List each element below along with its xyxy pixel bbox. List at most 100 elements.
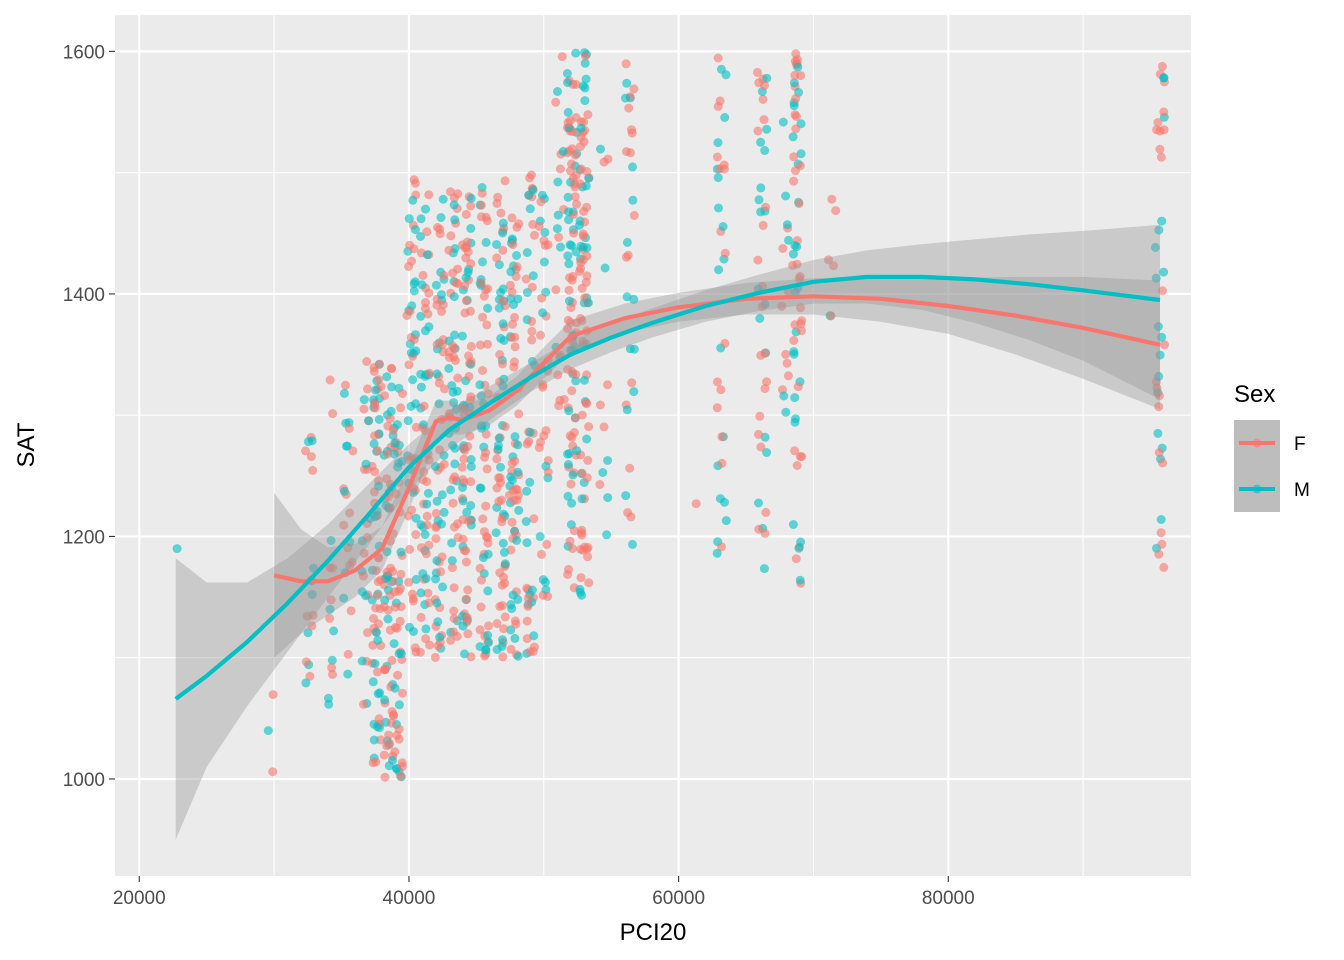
point-m [301,678,311,688]
point-f [341,380,350,390]
x-tick-label: 20000 [113,888,166,909]
point-f [508,240,518,249]
point-f [778,244,788,253]
point-f [422,520,432,530]
point-f [422,227,432,237]
point-m [796,149,806,159]
point-f [624,103,634,113]
point-m [571,48,581,58]
point-f [554,232,564,242]
point-f [626,148,635,158]
point-f [599,422,609,432]
point-m [494,303,504,313]
point-f [478,366,487,375]
point-m [564,296,574,306]
point-f [571,370,581,379]
point-f [457,462,467,472]
point-m [522,248,532,257]
point-m [481,645,491,655]
point-m [795,575,805,585]
point-f [432,340,442,349]
point-m [369,735,379,745]
point-m [522,538,532,548]
point-f [521,274,531,284]
legend-key-m-dot [1252,484,1262,494]
point-f [760,528,770,538]
point-f [720,338,730,348]
point-m [499,547,509,557]
point-f [424,288,434,298]
point-m [553,87,562,96]
point-f [568,544,577,554]
point-f [494,497,504,507]
point-m [539,257,549,267]
point-f [568,173,578,183]
point-f [629,211,639,220]
x-axis: 20000 40000 60000 80000 [113,876,975,909]
point-f [758,94,768,104]
point-m [497,641,507,651]
point-m [430,462,440,471]
point-f [476,200,486,210]
point-f [409,175,419,185]
point-f [717,542,726,552]
point-m [449,200,459,210]
point-f [362,533,372,542]
point-f [496,208,506,218]
point-m [327,655,337,665]
point-f [404,577,414,587]
point-m [431,280,441,290]
point-m [1155,350,1165,360]
point-m [462,507,472,517]
point-f [827,194,837,204]
point-f [483,389,493,399]
point-f [794,199,804,209]
point-f [582,202,592,212]
point-f [578,337,588,347]
point-f [625,463,635,473]
point-f [391,623,400,632]
point-m [720,113,730,122]
point-m [790,417,800,427]
point-f [557,52,567,62]
point-m [368,677,378,687]
point-m [789,78,799,88]
point-f [346,606,356,616]
point-f [461,594,471,604]
point-f [434,378,444,388]
point-f [538,382,548,392]
point-f [582,271,592,281]
point-m [790,393,800,403]
point-f [715,164,725,174]
point-m [410,225,420,235]
point-f [268,767,278,777]
point-f [792,55,802,65]
point-f [430,652,440,662]
point-f [482,532,491,542]
point-f [793,382,803,392]
point-m [433,617,443,627]
point-m [629,294,639,304]
point-f [466,201,476,211]
point-m [762,124,772,134]
point-m [449,398,459,408]
point-m [580,83,590,93]
point-f [466,477,476,487]
point-m [421,624,431,634]
point-f [599,157,609,167]
point-m [762,448,772,457]
point-f [383,449,393,459]
point-f [523,602,533,611]
point-f [627,125,636,135]
point-f [387,718,396,728]
point-m [496,333,506,343]
point-m [564,207,573,217]
point-f [536,437,545,447]
point-f [782,358,792,368]
point-f [450,472,460,482]
point-m [437,290,446,300]
point-m [364,416,374,426]
point-f [458,475,468,485]
point-m [416,311,426,321]
point-m [370,659,380,669]
